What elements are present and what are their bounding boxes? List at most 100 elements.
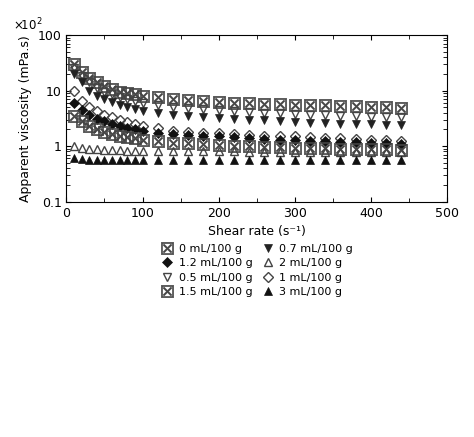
1 mL/100 g [79, 98, 84, 104]
1 mL/100 g [399, 138, 404, 143]
Line: 0.7 mL/100 g: 0.7 mL/100 g [70, 69, 405, 130]
3 mL/100 g [109, 157, 115, 162]
1 mL/100 g [277, 134, 283, 139]
1.5 mL/100 g [71, 113, 77, 118]
Legend: 0 mL/100 g, 1.2 mL/100 g, 0.5 mL/100 g, 1.5 mL/100 g, 0.7 mL/100 g, 2 mL/100 g, : 0 mL/100 g, 1.2 mL/100 g, 0.5 mL/100 g, … [161, 244, 353, 297]
0.5 mL/100 g [322, 113, 328, 118]
2 mL/100 g [155, 148, 161, 153]
3 mL/100 g [185, 157, 191, 162]
0 mL/100 g [262, 101, 267, 106]
0.5 mL/100 g [383, 114, 389, 120]
0.5 mL/100 g [132, 98, 138, 104]
0.5 mL/100 g [246, 109, 252, 114]
2 mL/100 g [132, 148, 138, 153]
Line: 1.5 mL/100 g: 1.5 mL/100 g [68, 110, 408, 156]
1.2 mL/100 g [132, 127, 138, 132]
1.2 mL/100 g [125, 125, 130, 130]
1.5 mL/100 g [246, 143, 252, 149]
1.5 mL/100 g [322, 146, 328, 151]
1.2 mL/100 g [155, 130, 161, 135]
1 mL/100 g [307, 135, 313, 140]
1.2 mL/100 g [86, 113, 92, 118]
1.5 mL/100 g [86, 123, 92, 128]
0 mL/100 g [79, 69, 84, 74]
1.5 mL/100 g [125, 135, 130, 140]
0.5 mL/100 g [117, 95, 123, 100]
1 mL/100 g [117, 117, 123, 122]
0 mL/100 g [216, 99, 221, 104]
3 mL/100 g [125, 157, 130, 162]
1.5 mL/100 g [79, 118, 84, 124]
0.5 mL/100 g [399, 114, 404, 120]
2 mL/100 g [368, 150, 374, 155]
1.2 mL/100 g [117, 123, 123, 128]
2 mL/100 g [86, 146, 92, 151]
0.7 mL/100 g [277, 118, 283, 124]
1 mL/100 g [109, 114, 115, 120]
1.2 mL/100 g [277, 137, 283, 142]
1.5 mL/100 g [101, 129, 107, 135]
1 mL/100 g [246, 132, 252, 137]
3 mL/100 g [101, 157, 107, 162]
0.5 mL/100 g [307, 112, 313, 117]
0.7 mL/100 g [79, 80, 84, 85]
0.5 mL/100 g [292, 111, 298, 117]
1.5 mL/100 g [292, 145, 298, 150]
0 mL/100 g [117, 89, 123, 94]
2 mL/100 g [170, 149, 176, 154]
1 mL/100 g [155, 125, 161, 131]
3 mL/100 g [71, 156, 77, 161]
2 mL/100 g [185, 149, 191, 154]
0 mL/100 g [201, 98, 206, 104]
1 mL/100 g [101, 112, 107, 117]
Line: 1 mL/100 g: 1 mL/100 g [71, 87, 405, 144]
1.5 mL/100 g [155, 139, 161, 144]
Line: 2 mL/100 g: 2 mL/100 g [70, 142, 405, 156]
0 mL/100 g [246, 101, 252, 106]
0.5 mL/100 g [125, 97, 130, 102]
1.5 mL/100 g [383, 147, 389, 152]
1 mL/100 g [337, 135, 343, 141]
0.7 mL/100 g [125, 104, 130, 110]
3 mL/100 g [246, 157, 252, 162]
0 mL/100 g [353, 104, 358, 109]
1 mL/100 g [262, 133, 267, 138]
2 mL/100 g [79, 145, 84, 150]
2 mL/100 g [117, 148, 123, 153]
Line: 0 mL/100 g: 0 mL/100 g [68, 58, 408, 114]
0.7 mL/100 g [307, 120, 313, 125]
1 mL/100 g [125, 119, 130, 125]
0.7 mL/100 g [94, 94, 100, 99]
0.7 mL/100 g [262, 118, 267, 123]
1.2 mL/100 g [79, 107, 84, 112]
0 mL/100 g [292, 102, 298, 107]
0.5 mL/100 g [185, 106, 191, 111]
3 mL/100 g [353, 157, 358, 162]
1 mL/100 g [86, 104, 92, 110]
1.2 mL/100 g [231, 135, 237, 140]
2 mL/100 g [292, 149, 298, 155]
0.5 mL/100 g [101, 89, 107, 94]
Text: $\times\!10^2$: $\times\!10^2$ [13, 17, 43, 33]
0 mL/100 g [170, 97, 176, 102]
2 mL/100 g [125, 148, 130, 153]
1 mL/100 g [292, 134, 298, 139]
1.5 mL/100 g [216, 142, 221, 148]
2 mL/100 g [201, 149, 206, 154]
0.7 mL/100 g [216, 115, 221, 121]
0 mL/100 g [132, 92, 138, 97]
0 mL/100 g [185, 97, 191, 102]
0.5 mL/100 g [109, 92, 115, 97]
0.5 mL/100 g [262, 110, 267, 115]
0 mL/100 g [125, 90, 130, 96]
2 mL/100 g [246, 149, 252, 154]
1.5 mL/100 g [132, 136, 138, 141]
0 mL/100 g [86, 75, 92, 80]
0.5 mL/100 g [79, 74, 84, 79]
1 mL/100 g [170, 128, 176, 133]
1.5 mL/100 g [117, 133, 123, 138]
2 mL/100 g [140, 148, 146, 153]
1.2 mL/100 g [216, 134, 221, 139]
1.2 mL/100 g [262, 136, 267, 142]
0 mL/100 g [231, 100, 237, 105]
